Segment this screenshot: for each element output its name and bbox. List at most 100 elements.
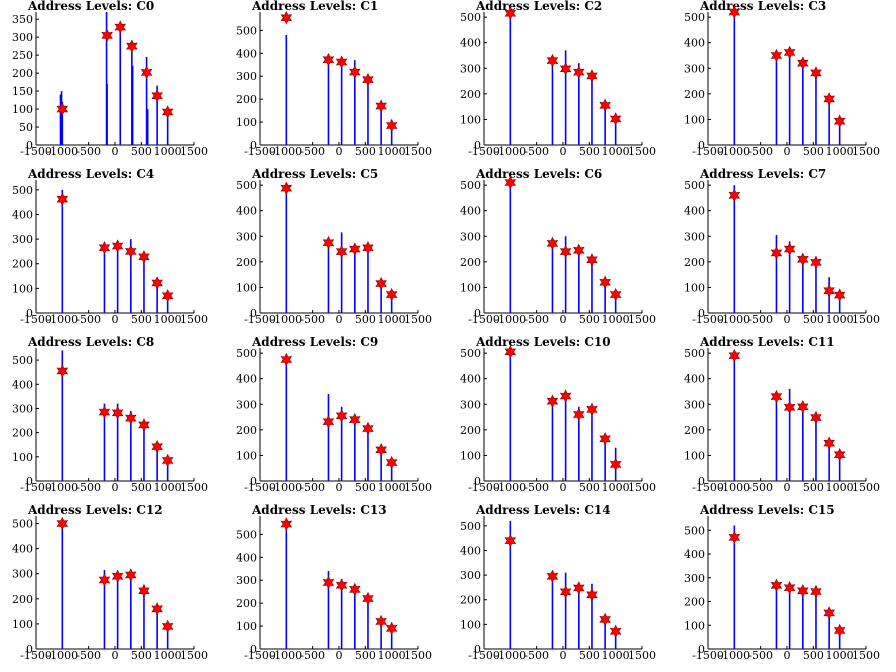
- x-tick-label: 0: [336, 481, 343, 494]
- level-star-marker: [322, 414, 335, 429]
- x-tick-label: 1000: [154, 481, 182, 494]
- y-tick-label: 300: [236, 574, 257, 587]
- y-tick-label: 0: [698, 139, 705, 152]
- level-star-marker: [783, 581, 796, 595]
- level-star-marker: [599, 612, 611, 627]
- level-star-marker: [728, 188, 741, 203]
- y-tick-label: 200: [236, 256, 257, 269]
- x-tick-label: -1500: [692, 313, 724, 326]
- x-tick-label: 0: [784, 313, 791, 326]
- y-tick-label: 200: [12, 427, 33, 440]
- level-star-marker: [573, 65, 585, 79]
- level-star-marker: [138, 418, 150, 432]
- y-tick-label: 100: [684, 113, 705, 126]
- level-star-marker: [546, 394, 559, 408]
- level-star-marker: [609, 624, 622, 638]
- x-tick-label: 500: [803, 481, 824, 494]
- level-star-marker: [56, 102, 69, 116]
- x-tick-label: 0: [112, 481, 119, 494]
- level-star-marker: [504, 175, 517, 190]
- x-tick-label: -500: [76, 313, 101, 326]
- level-star-marker: [504, 533, 517, 548]
- y-tick-label: 500: [684, 11, 705, 24]
- y-tick-label: 300: [12, 402, 33, 415]
- x-tick-label: 1500: [404, 313, 432, 326]
- y-tick-label: 100: [12, 618, 33, 631]
- level-star-marker: [823, 606, 835, 620]
- y-tick-label: 400: [460, 37, 481, 50]
- chart-svg: Address Levels: C70100200300400500-1500-…: [684, 168, 880, 326]
- level-star-marker: [375, 99, 387, 113]
- y-tick-label: 0: [250, 139, 257, 152]
- chart-panel: Address Levels: C6 0 100 200 300 400 500 -1500-…: [448, 168, 672, 336]
- level-star-marker: [161, 453, 174, 468]
- y-tick-label: 400: [12, 543, 33, 556]
- y-tick-label: 300: [460, 230, 481, 243]
- x-tick-label: -1000: [718, 313, 750, 326]
- y-tick-label: 50: [19, 121, 33, 134]
- level-star-marker: [599, 275, 611, 289]
- y-tick-label: 100: [236, 449, 257, 462]
- level-star-marker: [823, 92, 835, 106]
- x-tick-label: 0: [112, 145, 119, 158]
- x-tick-label: -500: [524, 481, 549, 494]
- y-tick-label: 0: [474, 475, 481, 488]
- level-star-marker: [56, 192, 69, 206]
- y-tick-label: 100: [460, 449, 481, 462]
- y-tick-label: 200: [12, 593, 33, 606]
- x-tick-label: -1000: [270, 649, 302, 662]
- y-tick-label: 200: [236, 424, 257, 437]
- x-tick-label: 0: [112, 313, 119, 326]
- chart-title: Address Levels: C3: [699, 0, 826, 13]
- x-tick-label: -500: [300, 649, 325, 662]
- level-star-marker: [335, 409, 348, 423]
- y-tick-label: 200: [460, 594, 481, 607]
- level-star-marker: [833, 623, 846, 638]
- level-star-marker: [385, 287, 398, 302]
- y-tick-label: 500: [460, 347, 481, 360]
- x-tick-label: -1000: [494, 481, 526, 494]
- y-tick-label: 500: [236, 179, 257, 192]
- x-tick-label: -500: [76, 145, 101, 158]
- level-star-marker: [375, 614, 387, 629]
- chart-svg: Address Levels: C40100200300400500-1500-…: [12, 168, 208, 326]
- x-tick-label: -500: [748, 313, 773, 326]
- x-tick-label: 1000: [602, 481, 630, 494]
- x-tick-label: -500: [524, 145, 549, 158]
- level-star-marker: [125, 568, 137, 582]
- x-tick-label: -1000: [46, 649, 78, 662]
- chart-panel: Address Levels: C10 0 100 200 300 400 500 -1500…: [448, 336, 672, 504]
- level-star-marker: [609, 112, 622, 126]
- x-tick-label: -1000: [270, 481, 302, 494]
- level-star-marker: [783, 242, 796, 256]
- x-tick-label: 500: [803, 649, 824, 662]
- x-tick-label: -500: [300, 481, 325, 494]
- x-tick-label: 500: [355, 649, 376, 662]
- chart-panel: Address Levels: C2 0 100 200 300 400 500 -1500-…: [448, 0, 672, 168]
- level-star-marker: [151, 89, 163, 103]
- chart-panel: Address Levels: C5 0 100 200 300 400 500 -1500-…: [224, 168, 448, 336]
- x-tick-label: 500: [579, 313, 600, 326]
- level-star-marker: [797, 252, 809, 266]
- chart-svg: Address Levels: C14 0 100 200 300 400 500 -1500…: [460, 504, 656, 662]
- level-star-marker: [161, 619, 174, 634]
- level-star-marker: [280, 517, 293, 531]
- level-star-marker: [151, 602, 163, 616]
- level-star-marker: [280, 352, 293, 367]
- x-tick-label: 0: [784, 481, 791, 494]
- y-tick-label: 500: [12, 354, 33, 367]
- chart-title: Address Levels: C0: [27, 0, 154, 13]
- x-tick-label: 1000: [154, 145, 182, 158]
- chart-svg: Address Levels: C12 0 100 200 300 400 500 -1500…: [12, 504, 208, 662]
- level-star-marker: [823, 436, 835, 450]
- level-star-marker: [599, 98, 611, 113]
- chart-svg: Address Levels: C11 0 100 200 300 400 500 -1500…: [684, 336, 880, 494]
- chart-title: Address Levels: C14: [475, 504, 611, 517]
- chart-svg: Address Levels: C20100200300400500-1500-…: [460, 0, 656, 158]
- x-tick-label: -500: [300, 145, 325, 158]
- level-star-marker: [783, 45, 796, 60]
- level-star-marker: [810, 410, 822, 425]
- y-tick-label: 400: [236, 373, 257, 386]
- y-tick-label: 200: [684, 256, 705, 269]
- chart-svg: Address Levels: C80100200300400500-1500-…: [12, 336, 208, 494]
